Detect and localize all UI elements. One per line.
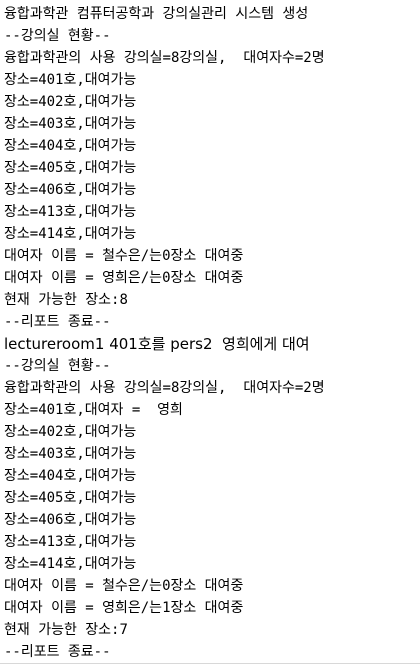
console-line-room: 장소=403호,대여가능 <box>4 116 137 132</box>
console-line-summary: 융합과학관의 사용 강의실=8강의실, 대여자수=2명 <box>4 50 325 66</box>
console-line-room: 장소=404호,대여가능 <box>4 138 137 154</box>
console-line-available: 현재 가능한 장소:8 <box>4 292 128 308</box>
console-line-status-header: --강의실 현황-- <box>4 28 111 44</box>
console-line-report-end: --리포트 종료-- <box>4 644 111 660</box>
console-line-borrower: 대여자 이름 = 영희은/는0장소 대여중 <box>4 270 244 286</box>
console-line-room: 장소=405호,대여가능 <box>4 160 137 176</box>
console-line-room: 장소=401호,대여자 = 영희 <box>4 402 183 418</box>
console-line-room: 장소=401호,대여가능 <box>4 72 137 88</box>
console-line-room: 장소=402호,대여가능 <box>4 424 137 440</box>
console-line-room: 장소=406호,대여가능 <box>4 182 137 198</box>
console-line-room: 장소=413호,대여가능 <box>4 534 137 550</box>
console-line-room: 장소=414호,대여가능 <box>4 226 137 242</box>
console-line-room: 장소=413호,대여가능 <box>4 204 137 220</box>
console-line-summary: 융합과학관의 사용 강의실=8강의실, 대여자수=2명 <box>4 380 325 396</box>
console-line-room: 장소=405호,대여가능 <box>4 490 137 506</box>
console-line-rental-event: lectureroom1 401호를 pers2 영희에게 대여 <box>4 335 310 353</box>
console-line-room: 장소=403호,대여가능 <box>4 446 137 462</box>
console-line-report-end: --리포트 종료-- <box>4 314 111 330</box>
console-line-borrower: 대여자 이름 = 철수은/는0장소 대여중 <box>4 578 244 594</box>
console-line-room: 장소=414호,대여가능 <box>4 556 137 572</box>
console-line-borrower: 대여자 이름 = 철수은/는0장소 대여중 <box>4 248 244 264</box>
console-line-status-header: --강의실 현황-- <box>4 358 111 374</box>
console-line-room: 장소=402호,대여가능 <box>4 94 137 110</box>
console-line-room: 장소=404호,대여가능 <box>4 468 137 484</box>
console-line-room: 장소=406호,대여가능 <box>4 512 137 528</box>
console-line-system-created: 융합과학관 컴퓨터공학과 강의실관리 시스템 생성 <box>4 6 309 22</box>
console-line-available: 현재 가능한 장소:7 <box>4 622 128 638</box>
console-line-borrower: 대여자 이름 = 영희은/는1장소 대여중 <box>4 600 244 616</box>
